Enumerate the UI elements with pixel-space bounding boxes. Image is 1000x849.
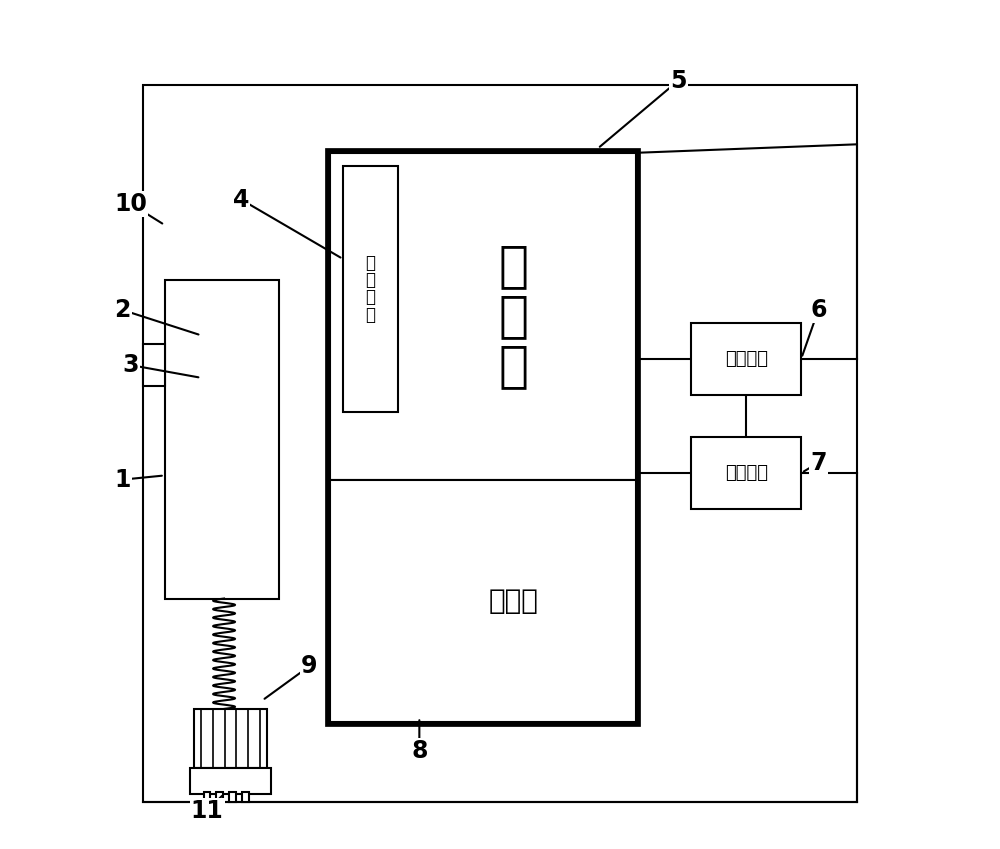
Text: 8: 8 — [411, 739, 428, 763]
Bar — [143, 344, 165, 386]
Bar — [229, 792, 236, 802]
Text: 9: 9 — [301, 655, 317, 678]
Text: 微处理器: 微处理器 — [725, 350, 768, 368]
Bar — [691, 437, 801, 509]
Bar — [165, 280, 279, 599]
Text: 1: 1 — [114, 468, 130, 492]
Bar — [242, 792, 249, 802]
Text: 识
别
装
置: 识 别 装 置 — [366, 254, 376, 323]
Text: 锁芯部: 锁芯部 — [489, 587, 539, 615]
Bar — [216, 792, 223, 802]
Bar — [330, 153, 636, 722]
Text: 5: 5 — [670, 69, 687, 93]
Bar — [190, 768, 271, 794]
Text: 7: 7 — [810, 451, 827, 475]
Bar — [143, 85, 857, 802]
Text: 锁
结
构: 锁 结 构 — [499, 242, 529, 391]
Text: 3: 3 — [122, 353, 139, 377]
Text: 11: 11 — [191, 799, 223, 823]
Bar — [343, 166, 398, 412]
Bar — [194, 709, 267, 768]
Bar — [330, 480, 636, 722]
Bar — [204, 792, 210, 802]
Text: 4: 4 — [233, 188, 249, 211]
Text: 驱动电机: 驱动电机 — [725, 464, 768, 482]
Text: 10: 10 — [114, 192, 147, 216]
Text: 2: 2 — [114, 298, 130, 322]
Text: 6: 6 — [810, 298, 827, 322]
Bar — [691, 323, 801, 395]
Bar — [330, 153, 636, 480]
